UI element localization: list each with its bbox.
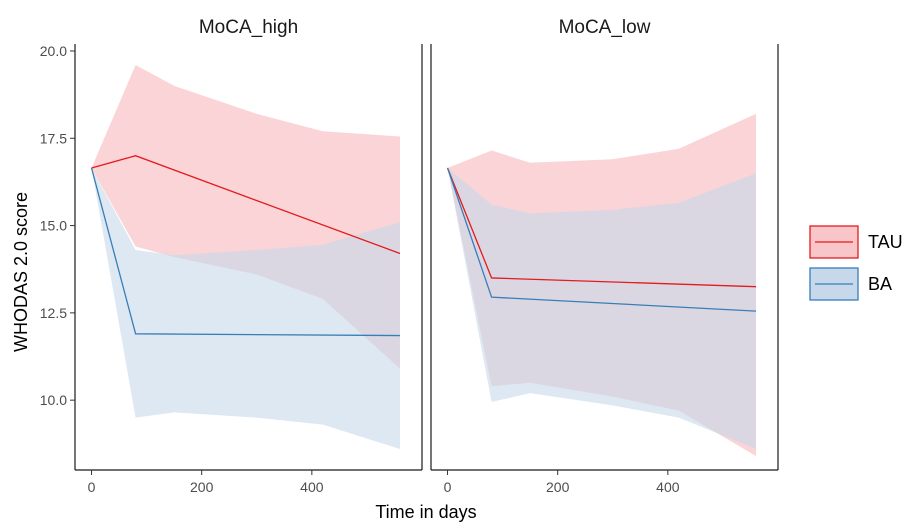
x-tick-label: 200 [546, 479, 570, 495]
legend-item-ba: BA [809, 267, 892, 301]
y-axis-ticks: 10.0 12.5 15.0 17.5 20.0 [40, 43, 75, 408]
ci-bands [447, 113, 756, 457]
series-lines [446, 167, 757, 312]
ci-band-ba [91, 167, 400, 450]
series-line-ba [90, 167, 400, 337]
series-line-tau [91, 155, 401, 255]
ci-bands [91, 64, 400, 450]
legend: TAU BA [809, 225, 903, 301]
x-axis-ticks: 0 200 400 [444, 470, 680, 495]
y-tick-label: 15.0 [40, 218, 67, 234]
series-lines [90, 155, 401, 337]
x-axis-title: Time in days [375, 502, 476, 522]
legend-label-tau: TAU [868, 232, 903, 252]
panel-title: MoCA_low [559, 17, 651, 38]
ci-band-ba [447, 167, 756, 450]
panel-moca-low: MoCA_low 0 200 400 [430, 17, 779, 495]
x-tick-label: 0 [444, 479, 452, 495]
series-line-ba [446, 167, 757, 312]
y-tick-label: 20.0 [40, 43, 67, 59]
y-tick-label: 17.5 [40, 130, 67, 146]
x-axis-ticks: 0 200 400 [88, 470, 324, 495]
panel-title: MoCA_high [199, 17, 298, 38]
y-axis-title: WHODAS 2.0 score [11, 192, 31, 352]
legend-item-tau: TAU [809, 225, 903, 259]
y-tick-label: 10.0 [40, 392, 67, 408]
x-tick-label: 0 [88, 479, 96, 495]
legend-label-ba: BA [868, 274, 892, 294]
x-tick-label: 200 [190, 479, 214, 495]
x-tick-label: 400 [656, 479, 680, 495]
series-line-tau [446, 167, 756, 288]
x-tick-label: 400 [300, 479, 324, 495]
panel-moca-high: MoCA_high 10.0 12.5 15.0 17.5 20.0 0 200 400 [40, 17, 423, 495]
y-tick-label: 12.5 [40, 305, 67, 321]
